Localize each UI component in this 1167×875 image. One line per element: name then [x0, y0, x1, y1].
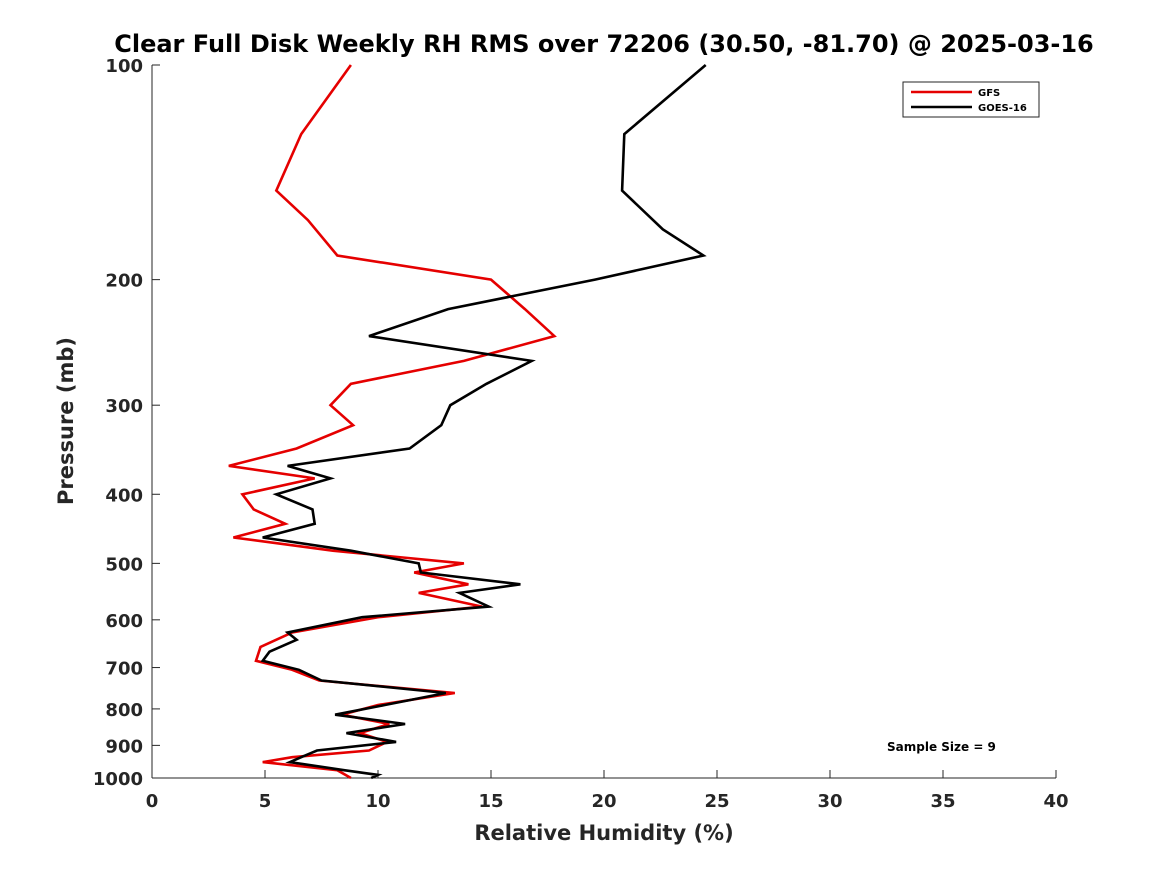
- x-axis-label: Relative Humidity (%): [474, 821, 733, 845]
- x-tick-label-8: 40: [1043, 791, 1068, 812]
- y-tick-label-7: 800: [105, 700, 143, 721]
- sample-size-annotation: Sample Size = 9: [887, 740, 996, 754]
- legend-box: [902, 81, 1040, 118]
- y-tick-label-2: 300: [105, 396, 143, 417]
- x-tick-label-5: 25: [704, 791, 729, 812]
- x-tick-label-3: 15: [478, 791, 503, 812]
- y-ticks: 100 200 300 400 500 600 700 800 900 1000: [93, 56, 160, 790]
- x-tick-label-4: 20: [591, 791, 616, 812]
- y-tick-label-9: 1000: [93, 769, 143, 790]
- series-line-gfs: [228, 64, 557, 780]
- series-line-goes16: [260, 64, 707, 780]
- x-tick-label-6: 30: [817, 791, 842, 812]
- plot-area: [152, 65, 1056, 778]
- y-tick-label-4: 500: [105, 554, 143, 575]
- y-tick-label-3: 400: [105, 485, 143, 506]
- legend-label-gfs: GFS: [978, 88, 1000, 99]
- y-axis-label: Pressure (mb): [54, 337, 78, 505]
- x-tick-label-7: 35: [930, 791, 955, 812]
- y-tick-label-8: 900: [105, 736, 143, 757]
- y-tick-label-1: 200: [105, 271, 143, 292]
- x-ticks: 0 5 10 15 20 25 30 35 40: [146, 770, 1069, 812]
- chart-title: Clear Full Disk Weekly RH RMS over 72206…: [114, 30, 1094, 58]
- y-tick-label-6: 700: [105, 659, 143, 680]
- y-tick-label-0: 100: [105, 56, 143, 77]
- x-tick-label-1: 5: [259, 791, 272, 812]
- legend-label-goes16: GOES-16: [978, 103, 1027, 114]
- legend: GFS GOES-16: [902, 81, 1040, 118]
- x-tick-label-0: 0: [146, 791, 159, 812]
- y-tick-label-5: 600: [105, 611, 143, 632]
- series-group: [228, 64, 707, 780]
- x-tick-label-2: 10: [365, 791, 390, 812]
